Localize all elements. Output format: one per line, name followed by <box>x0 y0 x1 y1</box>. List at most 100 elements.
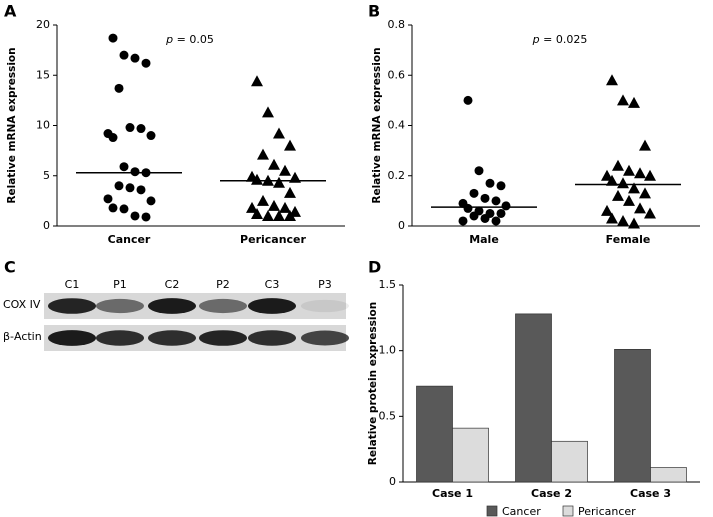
data-point <box>469 188 479 198</box>
data-point <box>469 211 479 221</box>
data-point <box>644 207 656 219</box>
data-point <box>496 181 506 191</box>
data-point <box>273 209 285 221</box>
blot-band <box>301 299 349 313</box>
y-tick-label: 0 <box>398 219 405 232</box>
lane-label: P2 <box>216 278 230 291</box>
legend-label: Pericancer <box>578 505 636 517</box>
data-point <box>623 164 635 176</box>
data-point <box>279 201 291 213</box>
data-point <box>273 127 285 139</box>
data-point <box>639 139 651 151</box>
data-point <box>246 201 258 213</box>
lane-label: C2 <box>165 278 180 291</box>
y-tick-label: 1.0 <box>379 344 397 357</box>
blot-band <box>248 298 296 314</box>
bar <box>416 385 453 483</box>
data-point <box>119 50 129 60</box>
bar <box>515 313 552 483</box>
y-tick-label: 0.8 <box>388 18 406 31</box>
data-point <box>146 196 156 206</box>
lane-label: C1 <box>65 278 80 291</box>
blot-band <box>148 298 196 314</box>
data-point <box>284 139 296 151</box>
annotation: p = 0.05 <box>165 33 214 46</box>
data-point <box>141 212 151 222</box>
data-point <box>119 204 129 214</box>
y-tick-label: 10 <box>36 119 50 132</box>
annotation: p = 0.025 <box>532 33 588 46</box>
y-axis-label: Relative protein expression <box>367 302 379 465</box>
data-point <box>130 53 140 63</box>
panel-letter: B <box>368 2 380 21</box>
data-point <box>639 187 651 199</box>
lane-label: C3 <box>265 278 280 291</box>
y-tick-label: 20 <box>36 18 50 31</box>
y-tick-label: 0.4 <box>388 119 406 132</box>
legend-swatch <box>486 505 498 517</box>
y-axis-label: Relative mRNA expression <box>6 47 18 203</box>
data-point <box>268 199 280 211</box>
blot-band <box>48 298 96 314</box>
blot-band <box>96 330 144 346</box>
data-point <box>628 182 640 194</box>
data-point <box>103 194 113 204</box>
blot-band <box>48 330 96 346</box>
data-point <box>617 214 629 226</box>
data-point <box>284 209 296 221</box>
y-tick-label: 0 <box>389 475 396 488</box>
data-point <box>623 194 635 206</box>
data-point <box>601 204 613 216</box>
data-point <box>617 94 629 106</box>
data-point <box>114 181 124 191</box>
data-point <box>262 106 274 118</box>
data-point <box>289 171 301 183</box>
row-label: β-Actin <box>3 330 42 343</box>
panel-letter: A <box>4 2 17 21</box>
blot-band <box>148 330 196 346</box>
panel-letter: C <box>4 258 16 277</box>
data-point <box>279 164 291 176</box>
x-tick-label: Case 3 <box>630 487 671 500</box>
panel-letter: D <box>368 258 381 277</box>
data-point <box>474 166 484 176</box>
data-point <box>612 159 624 171</box>
x-tick-label: Female <box>606 233 651 246</box>
y-tick-label: 1.5 <box>379 278 397 291</box>
bar <box>551 440 588 483</box>
y-tick-label: 0.6 <box>388 68 406 81</box>
y-tick-label: 0.5 <box>379 409 397 422</box>
bar <box>614 349 651 483</box>
blot-band <box>199 298 247 314</box>
data-point <box>119 162 129 172</box>
data-point <box>628 96 640 108</box>
y-axis-label: Relative mRNA expression <box>371 47 383 203</box>
data-point <box>146 131 156 141</box>
data-point <box>136 185 146 195</box>
bar <box>452 427 489 483</box>
data-point <box>634 202 646 214</box>
data-point <box>601 169 613 181</box>
annotation-symbol: p <box>165 33 173 46</box>
data-point <box>284 186 296 198</box>
data-point <box>501 201 511 211</box>
blot-band <box>301 330 349 346</box>
lane-label: P1 <box>113 278 127 291</box>
annotation-symbol: p <box>532 33 540 46</box>
data-point <box>251 75 263 87</box>
x-tick-label: Cancer <box>108 233 151 246</box>
data-point <box>251 207 263 219</box>
data-point <box>496 208 506 218</box>
data-point <box>606 74 618 86</box>
data-point <box>130 211 140 221</box>
row-label: COX IV <box>3 298 41 311</box>
data-point <box>257 148 269 160</box>
y-tick-label: 0 <box>43 219 50 232</box>
data-point <box>463 95 473 105</box>
data-point <box>114 83 124 93</box>
data-point <box>480 193 490 203</box>
legend-swatch <box>562 505 574 517</box>
data-point <box>480 213 490 223</box>
data-point <box>141 58 151 68</box>
blot-band <box>248 330 296 346</box>
